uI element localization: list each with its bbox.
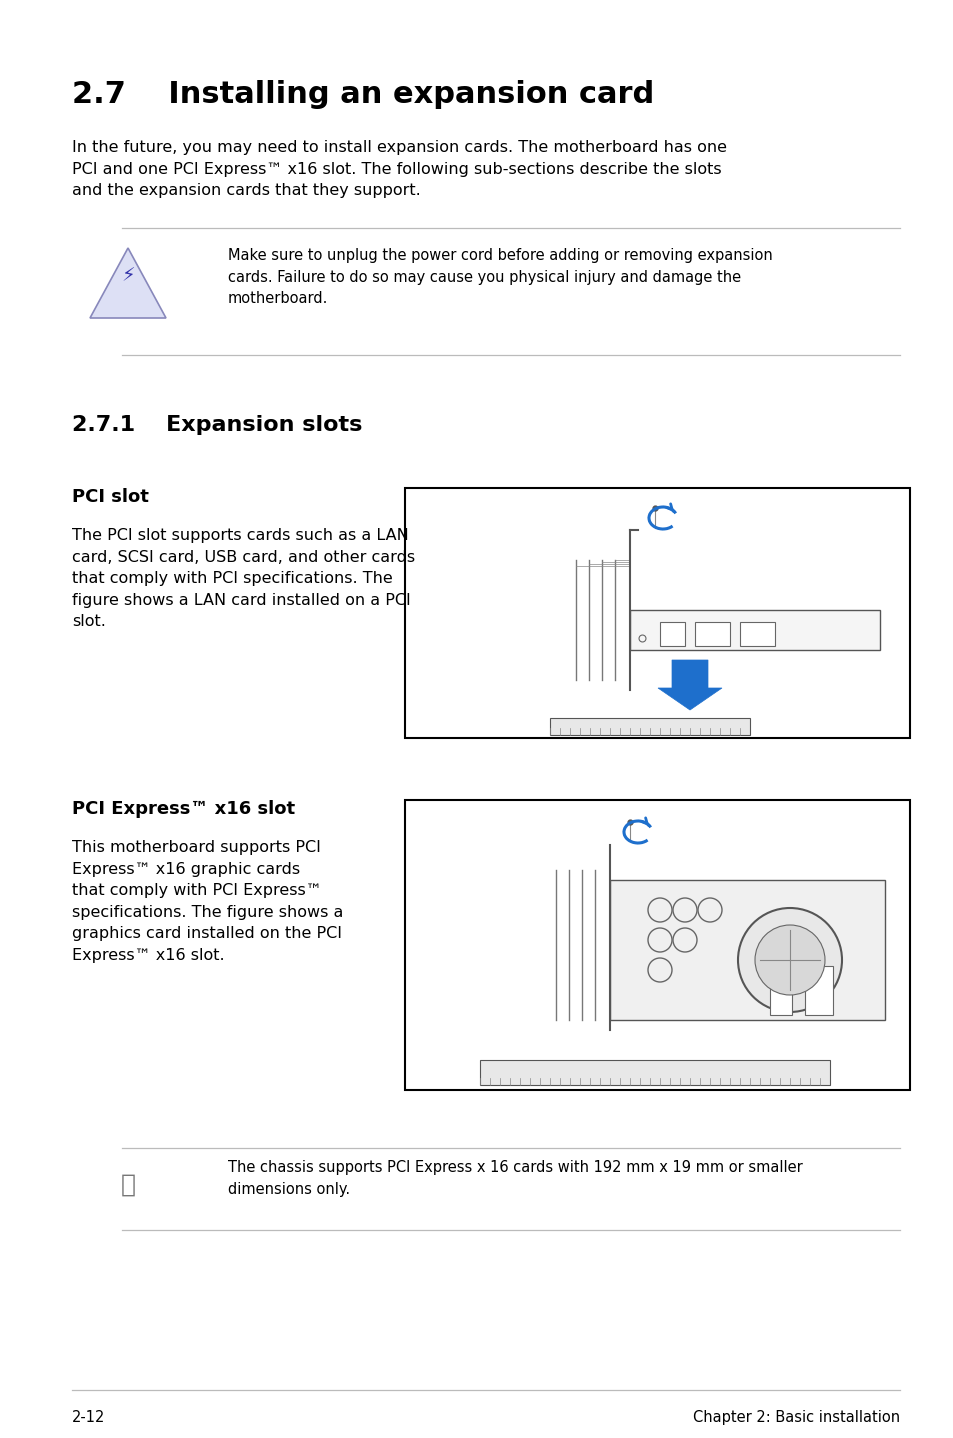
Text: This motherboard supports PCI
Express™ x16 graphic cards
that comply with PCI Ex: This motherboard supports PCI Express™ x…	[71, 840, 343, 963]
Text: 2-12: 2-12	[71, 1411, 105, 1425]
FancyBboxPatch shape	[740, 623, 774, 646]
Text: ⚡: ⚡	[121, 266, 134, 286]
FancyBboxPatch shape	[405, 800, 909, 1090]
FancyBboxPatch shape	[804, 966, 832, 1015]
FancyBboxPatch shape	[769, 966, 791, 1015]
Text: PCI Express™ x16 slot: PCI Express™ x16 slot	[71, 800, 294, 818]
FancyBboxPatch shape	[405, 487, 909, 738]
FancyBboxPatch shape	[629, 610, 879, 650]
Text: The chassis supports PCI Express x 16 cards with 192 mm x 19 mm or smaller
dimen: The chassis supports PCI Express x 16 ca…	[228, 1160, 801, 1196]
FancyArrowPatch shape	[683, 663, 696, 697]
Text: ✋: ✋	[120, 1173, 135, 1196]
Text: 2.7    Installing an expansion card: 2.7 Installing an expansion card	[71, 81, 654, 109]
FancyBboxPatch shape	[659, 623, 684, 646]
FancyBboxPatch shape	[609, 880, 884, 1020]
Circle shape	[754, 925, 824, 995]
FancyBboxPatch shape	[479, 1060, 829, 1086]
Polygon shape	[658, 660, 721, 710]
FancyBboxPatch shape	[695, 623, 729, 646]
FancyBboxPatch shape	[550, 718, 749, 735]
Text: Make sure to unplug the power cord before adding or removing expansion
cards. Fa: Make sure to unplug the power cord befor…	[228, 247, 772, 306]
Text: Chapter 2: Basic installation: Chapter 2: Basic installation	[692, 1411, 899, 1425]
Polygon shape	[90, 247, 166, 318]
Text: In the future, you may need to install expansion cards. The motherboard has one
: In the future, you may need to install e…	[71, 139, 726, 198]
Text: PCI slot: PCI slot	[71, 487, 149, 506]
Text: The PCI slot supports cards such as a LAN
card, SCSI card, USB card, and other c: The PCI slot supports cards such as a LA…	[71, 528, 415, 630]
Circle shape	[738, 907, 841, 1012]
Text: 2.7.1    Expansion slots: 2.7.1 Expansion slots	[71, 416, 362, 436]
